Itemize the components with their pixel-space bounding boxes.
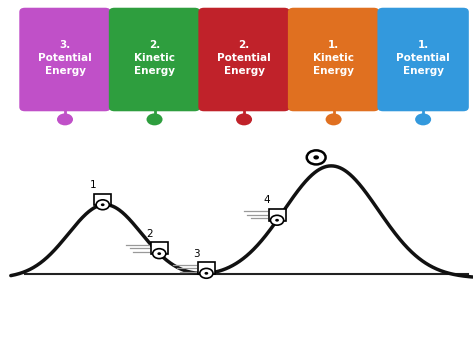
- Circle shape: [326, 113, 342, 125]
- Circle shape: [275, 219, 279, 222]
- Text: 4: 4: [264, 196, 271, 206]
- Text: 3.
Potential
Energy: 3. Potential Energy: [38, 39, 92, 76]
- Circle shape: [101, 203, 105, 206]
- Circle shape: [96, 200, 109, 210]
- Text: 2.
Kinetic
Energy: 2. Kinetic Energy: [134, 39, 175, 76]
- Circle shape: [204, 272, 208, 275]
- Circle shape: [57, 113, 73, 125]
- Circle shape: [271, 215, 283, 225]
- Text: 1: 1: [90, 180, 96, 190]
- Circle shape: [157, 252, 161, 255]
- Circle shape: [153, 249, 166, 258]
- Circle shape: [236, 113, 252, 125]
- FancyBboxPatch shape: [94, 193, 111, 206]
- Text: 2.
Potential
Energy: 2. Potential Energy: [217, 39, 271, 76]
- Text: 1.
Potential
Energy: 1. Potential Energy: [396, 39, 450, 76]
- Text: 1.
Kinetic
Energy: 1. Kinetic Energy: [313, 39, 354, 76]
- Circle shape: [200, 268, 213, 278]
- FancyBboxPatch shape: [198, 262, 215, 274]
- FancyBboxPatch shape: [377, 8, 469, 111]
- Circle shape: [307, 151, 326, 164]
- Circle shape: [313, 155, 319, 159]
- Text: 2: 2: [146, 229, 153, 239]
- FancyBboxPatch shape: [151, 242, 168, 254]
- Text: 3: 3: [193, 248, 200, 258]
- FancyBboxPatch shape: [19, 8, 111, 111]
- Circle shape: [146, 113, 163, 125]
- FancyBboxPatch shape: [269, 209, 285, 221]
- Circle shape: [415, 113, 431, 125]
- FancyBboxPatch shape: [288, 8, 379, 111]
- FancyBboxPatch shape: [109, 8, 200, 111]
- FancyBboxPatch shape: [198, 8, 290, 111]
